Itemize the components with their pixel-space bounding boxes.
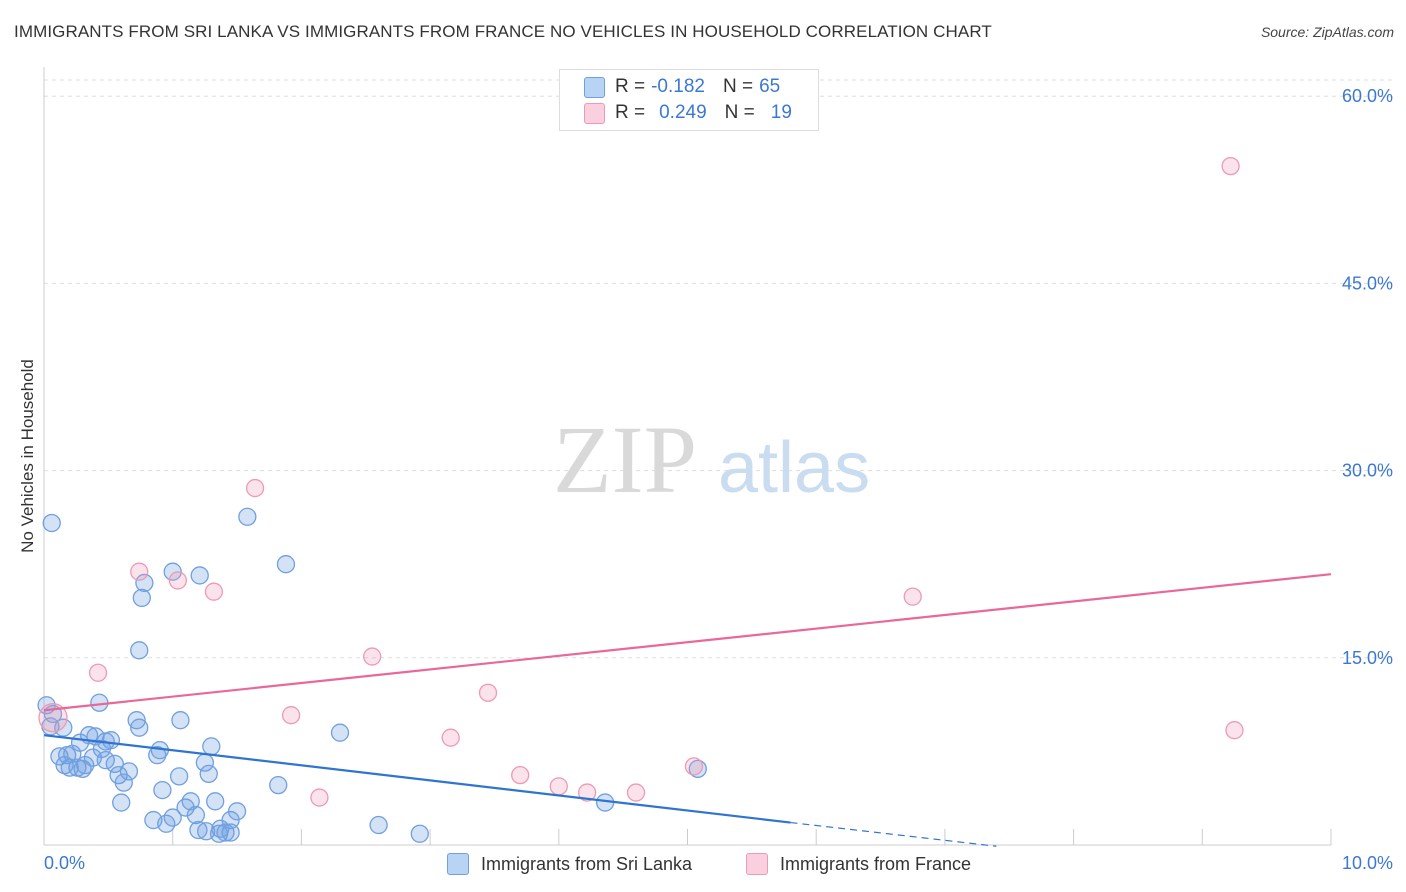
r-label: R =	[615, 102, 646, 123]
sri-lanka-point	[221, 823, 240, 842]
sri-lanka-point	[330, 723, 350, 742]
sri-lanka-point	[410, 824, 429, 843]
legend-row-sri-lanka: R = -0.182 N = 65	[584, 75, 780, 99]
legend-label-sri-lanka: Immigrants from Sri Lanka	[481, 853, 693, 874]
france-point	[204, 582, 224, 601]
sri-lanka-point	[202, 737, 221, 756]
x-tick-labels: 0.0% 10.0%	[44, 853, 1393, 873]
france-point	[549, 777, 568, 796]
sri-lanka-point	[105, 754, 124, 774]
sri-lanka-point	[190, 566, 209, 585]
legend-item-france[interactable]: Immigrants from France	[746, 852, 971, 876]
france-point	[168, 571, 187, 590]
sri-lanka-point	[60, 758, 79, 777]
trend-lines	[43, 573, 1332, 847]
gridlines	[44, 79, 1392, 659]
sri-lanka-point	[227, 802, 247, 821]
chart-title: IMMIGRANTS FROM SRI LANKA VS IMMIGRANTS …	[14, 22, 992, 41]
france-point	[511, 765, 530, 785]
france-point	[684, 757, 704, 776]
france-point	[363, 647, 382, 666]
source-label: Source: ZipAtlas.com	[1260, 24, 1394, 40]
sri-lanka-point	[199, 764, 218, 784]
sri-lanka-point	[112, 793, 131, 812]
sri-lanka-point	[276, 555, 296, 574]
y-tick-label: 60.0%	[1342, 86, 1393, 106]
sri-lanka-point	[148, 745, 167, 765]
france-point	[626, 783, 646, 802]
sri-lanka-point	[130, 718, 149, 737]
r-value-france: 0.249	[659, 102, 707, 123]
n-value-sri-lanka: 65	[759, 76, 781, 97]
sri-lanka-point	[189, 820, 208, 840]
sri-lanka-point	[171, 711, 190, 730]
x-tick-label-max: 10.0%	[1342, 853, 1393, 873]
sri-lanka-point	[169, 767, 189, 786]
sri-lanka-swatch	[584, 76, 605, 98]
r-label: R =	[615, 76, 646, 97]
legend-row-france: R = 0.249 N = 19	[584, 101, 792, 125]
y-tick-labels: 15.0% 30.0% 45.0% 60.0%	[1342, 86, 1393, 668]
france-point	[441, 728, 460, 747]
sri-lanka-point	[130, 641, 149, 660]
france-point	[1225, 721, 1244, 740]
sri-lanka-point	[76, 755, 95, 775]
x-tick-label-min: 0.0%	[44, 853, 85, 873]
france-point	[281, 706, 301, 725]
france-point	[903, 587, 922, 606]
sri-lanka-point	[186, 805, 206, 825]
france-point	[245, 478, 265, 498]
sri-lanka-point	[163, 808, 182, 827]
france-legend-swatch	[746, 853, 768, 875]
sri-lanka-point	[163, 562, 182, 581]
france-point	[310, 788, 329, 807]
sri-lanka-trend-line	[43, 734, 791, 824]
watermark-zip: ZIP	[553, 406, 697, 513]
y-tick-label: 30.0%	[1342, 461, 1393, 481]
france-point	[478, 683, 498, 702]
legend-item-sri-lanka[interactable]: Immigrants from Sri Lanka	[447, 852, 692, 876]
n-value-france: 19	[770, 102, 792, 123]
sri-lanka-point	[135, 573, 154, 593]
france-point	[88, 663, 108, 682]
france-swatch	[584, 102, 605, 124]
y-tick-label: 15.0%	[1342, 648, 1393, 668]
france-trend-line	[43, 573, 1332, 712]
france-point	[130, 562, 149, 581]
n-label: N =	[722, 76, 754, 97]
sri-lanka-point	[153, 780, 172, 800]
france-point	[577, 783, 597, 802]
sri-lanka-legend-swatch	[447, 853, 469, 875]
sri-lanka-point	[42, 513, 61, 533]
sri-lanka-points	[37, 507, 707, 843]
sri-lanka-point	[96, 750, 115, 770]
sri-lanka-point	[181, 792, 200, 811]
sri-lanka-point	[269, 775, 288, 795]
correlation-legend: R = -0.182 N = 65 R = 0.249 N = 19	[559, 69, 819, 131]
watermark-atlas: atlas	[718, 428, 870, 508]
sri-lanka-point	[132, 588, 151, 608]
n-label: N =	[724, 102, 755, 123]
y-tick-label: 45.0%	[1342, 273, 1393, 293]
legend-label-france: Immigrants from France	[780, 853, 972, 874]
sri-lanka-point	[369, 815, 388, 835]
sri-lanka-point	[238, 507, 257, 526]
france-point	[1221, 156, 1240, 176]
r-value-sri-lanka: -0.182	[651, 76, 705, 97]
sri-lanka-point	[119, 762, 139, 781]
sri-lanka-trend-extension	[790, 821, 997, 847]
sri-lanka-point	[206, 792, 225, 811]
sri-lanka-point	[114, 773, 133, 792]
sri-lanka-point	[211, 819, 230, 838]
